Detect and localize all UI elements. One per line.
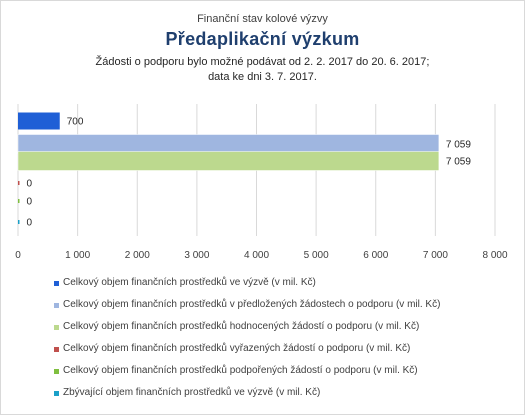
x-tick-label: 7 000 [423,250,448,261]
legend-swatch [54,391,59,396]
legend-swatch [54,347,59,352]
bar-data-label: 0 [27,218,33,229]
legend-item: Celkový objem finančních prostředků v př… [54,298,514,320]
legend-label: Celkový objem finančních prostředků ve v… [63,277,316,288]
chart-subtitle-line-1: Žádosti o podporu bylo možné podávat od … [95,56,430,68]
legend-label: Celkový objem finančních prostředků hodn… [63,321,420,332]
legend-swatch [54,281,59,286]
legend-item: Celkový objem finančních prostředků ve v… [54,276,514,298]
bar-data-label: 700 [67,117,84,128]
x-tick-label: 5 000 [304,250,329,261]
x-tick-label: 3 000 [184,250,209,261]
legend-item: Celkový objem finančních prostředků podp… [54,364,514,386]
bar-data-label: 7 059 [446,140,471,151]
legend-item: Celkový objem finančních prostředků hodn… [54,320,514,342]
legend-swatch [54,303,59,308]
bar [18,112,60,130]
chart-subtitle-line-2: data ke dni 3. 7. 2017. [208,71,317,83]
chart-legend: Celkový objem finančních prostředků ve v… [54,276,514,408]
bar-data-label: 0 [27,197,33,208]
legend-label: Celkový objem finančních prostředků podp… [63,365,418,376]
bar-data-label: 0 [27,179,33,190]
bar [18,199,20,203]
bar [17,151,440,171]
legend-label: Celkový objem finančních prostředků vyřa… [63,343,411,354]
bar [18,181,20,185]
x-tick-label: 1 000 [65,250,90,261]
legend-label: Zbývající objem finančních prostředků ve… [63,387,321,398]
legend-swatch [54,369,59,374]
x-tick-label: 0 [15,250,21,261]
chart-title: Předaplikační výzkum [165,29,360,49]
x-tick-label: 8 000 [482,250,507,261]
chart-kicker: Finanční stav kolové výzvy [197,13,328,25]
legend-label: Celkový objem finančních prostředků v př… [63,299,441,310]
x-tick-label: 4 000 [244,250,269,261]
x-tick-label: 6 000 [363,250,388,261]
bar [17,134,440,154]
bar [18,220,20,224]
legend-item: Zbývající objem finančních prostředků ve… [54,386,514,408]
x-tick-label: 2 000 [125,250,150,261]
bar-data-label: 7 059 [446,157,471,168]
legend-swatch [54,325,59,330]
legend-item: Celkový objem finančních prostředků vyřa… [54,342,514,364]
